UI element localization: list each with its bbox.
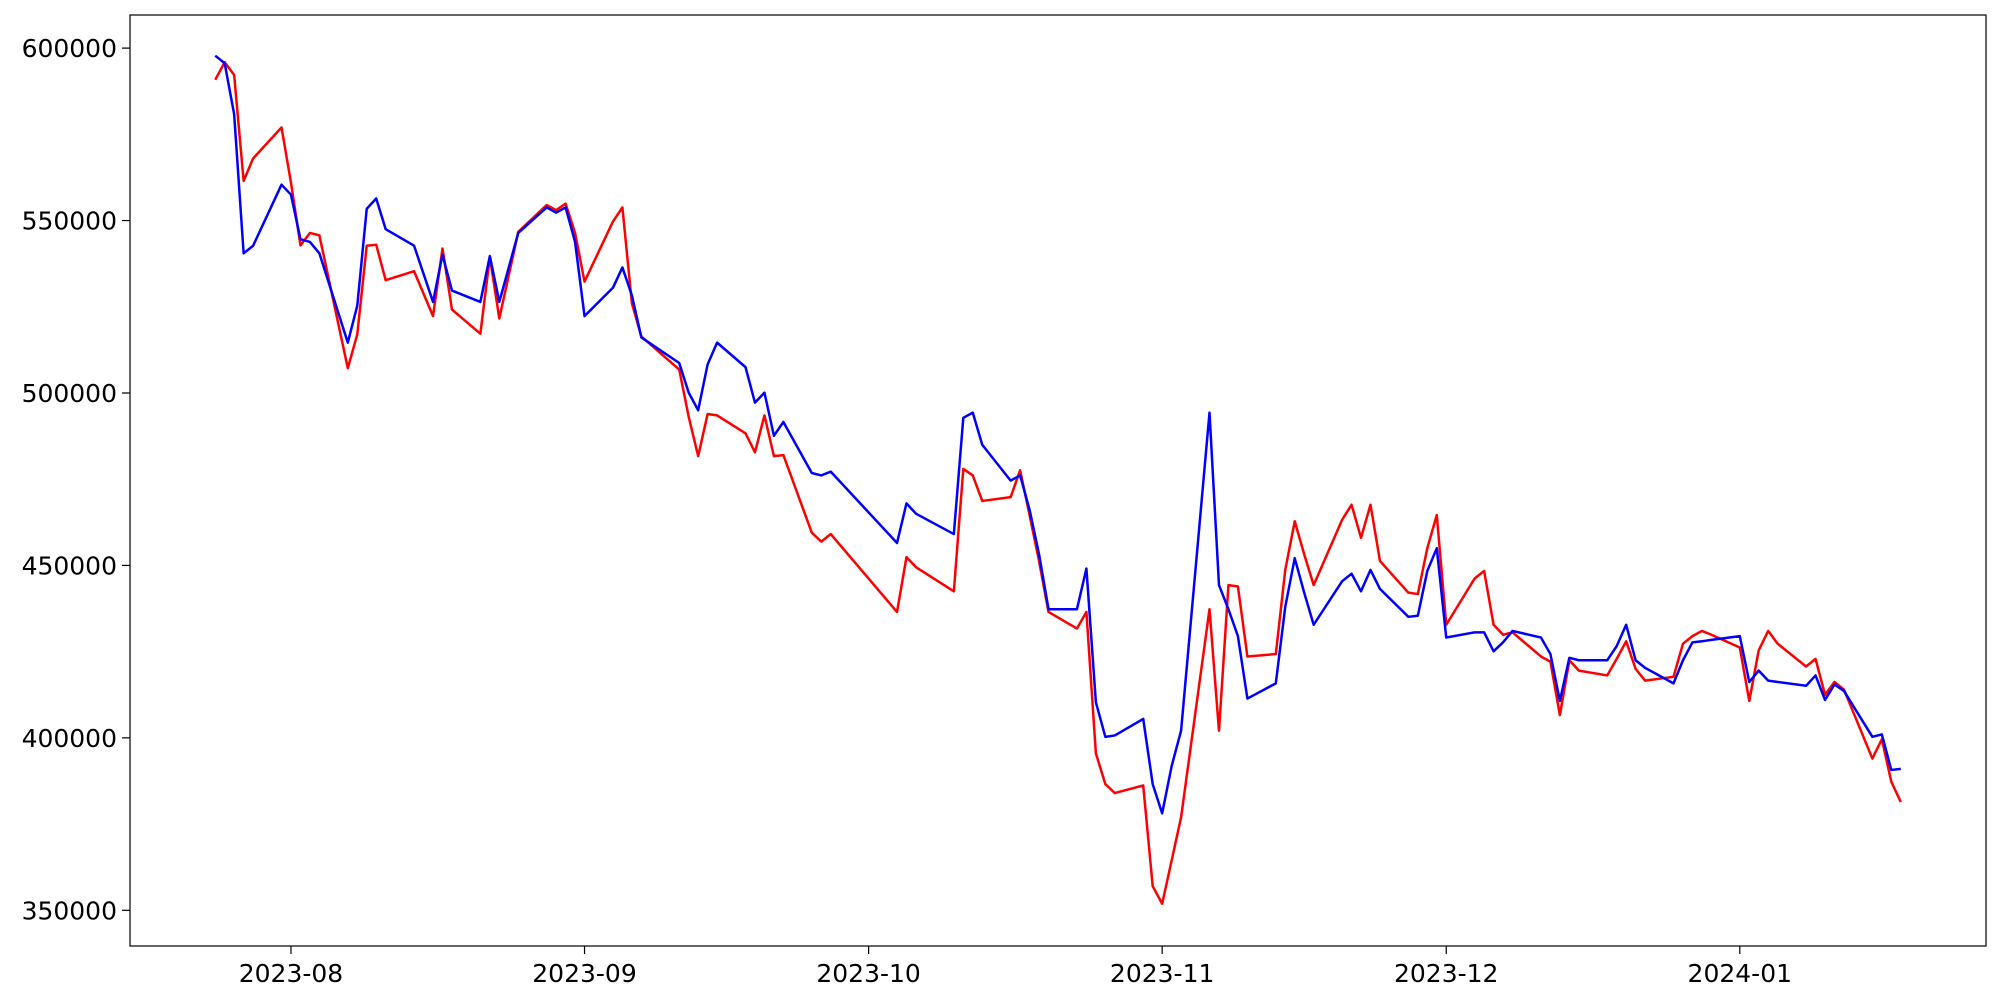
x-tick-label: 2023-12 [1394,959,1498,988]
y-tick-label: 450000 [22,551,117,580]
plot-frame [129,14,1987,947]
data-line [214,54,1901,815]
x-tick-label: 2023-10 [816,959,920,988]
x-tick-label: 2023-11 [1110,959,1214,988]
y-tick-label: 350000 [22,896,117,925]
y-tick-label: 500000 [22,379,117,408]
x-tick-label: 2023-08 [239,959,343,988]
data-line [214,61,1902,905]
x-tick-label: 2024-01 [1688,959,1792,988]
x-tick-label: 2023-09 [532,959,636,988]
y-tick-label: 600000 [22,34,117,63]
y-tick-label: 550000 [22,207,117,236]
y-tick-label: 400000 [22,724,117,753]
